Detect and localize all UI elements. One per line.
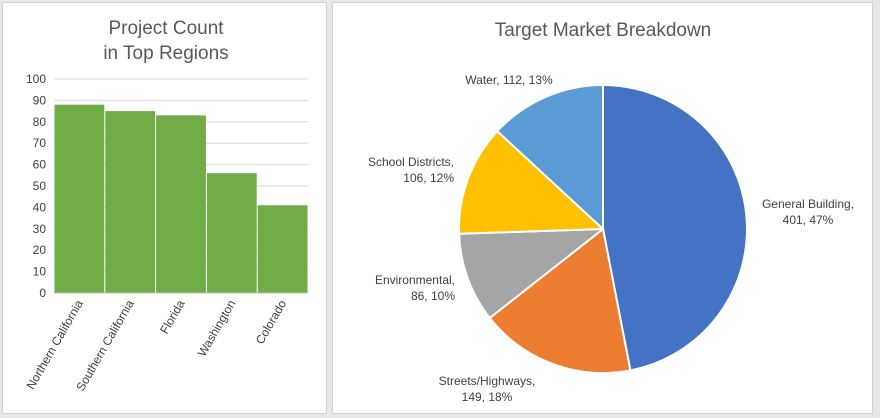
x-tick-label: Southern California: [73, 297, 137, 393]
y-tick-label: 60: [33, 158, 47, 172]
bar-northern-california: [54, 104, 105, 294]
x-tick-label: Washington: [195, 298, 239, 360]
y-tick-label: 80: [33, 115, 47, 129]
pie-label-line: Environmental,: [375, 273, 455, 287]
pie-label-line: General Building,: [762, 197, 854, 211]
pie-label-general-building: General Building, 401, 47%: [762, 197, 854, 227]
pie-label-streets-highways: Streets/Highways, 149, 18%: [439, 374, 536, 404]
pie-label-line: School Districts,: [368, 155, 454, 169]
pie-slice-school-districts: [458, 130, 604, 235]
y-tick-label: 0: [39, 286, 46, 300]
pie-slice-water: [496, 84, 604, 230]
pie-label-line: 106, 12%: [403, 171, 454, 185]
y-tick-label: 50: [33, 179, 47, 193]
pie-label-environmental: Environmental, 86, 10%: [375, 273, 455, 303]
pie-label-line: Water, 112, 13%: [465, 73, 553, 87]
bar-chart: Project Count in Top Regions 0 10 20 30 40 50…: [24, 18, 308, 393]
pie-slice-general-building: [602, 84, 748, 372]
pie-label-line: Streets/Highways,: [439, 374, 536, 388]
bar-southern-california: [105, 111, 156, 293]
pie-label-line: 86, 10%: [411, 289, 455, 303]
x-tick-label: Colorado: [253, 297, 290, 346]
pie-label-line: 149, 18%: [462, 390, 513, 404]
y-tick-label: 90: [33, 93, 47, 107]
y-tick-label: 100: [26, 72, 46, 86]
bar-chart-title-line-2: in Top Regions: [103, 43, 228, 64]
bar-chart-title-line-1: Project Count: [108, 18, 224, 39]
y-tick-label: 40: [33, 200, 47, 214]
bar-chart-panel: Project Count in Top Regions 0 10 20 30 40 50…: [2, 2, 327, 414]
pie-label-line: 401, 47%: [783, 213, 834, 227]
pie-chart: Target Market Breakdown General Building…: [368, 20, 854, 404]
pie-chart-title: Target Market Breakdown: [495, 20, 712, 41]
pie-label-school-districts: School Districts, 106, 12%: [368, 155, 454, 185]
pie-label-water: Water, 112, 13%: [465, 73, 553, 87]
y-tick-label: 10: [33, 265, 47, 279]
pie-slice-environmental: [458, 228, 604, 319]
pie-slice-streets-highways: [488, 228, 632, 374]
bar-washington: [206, 173, 257, 293]
x-tick-label: Florida: [157, 297, 188, 336]
bar-colorado: [257, 205, 308, 293]
pie-chart-panel: Target Market Breakdown General Building…: [332, 2, 873, 414]
y-tick-label: 20: [33, 243, 47, 257]
y-tick-label: 30: [33, 222, 47, 236]
x-tick-label: Northern California: [24, 297, 87, 392]
y-tick-label: 70: [33, 136, 47, 150]
bar-florida: [156, 115, 206, 293]
